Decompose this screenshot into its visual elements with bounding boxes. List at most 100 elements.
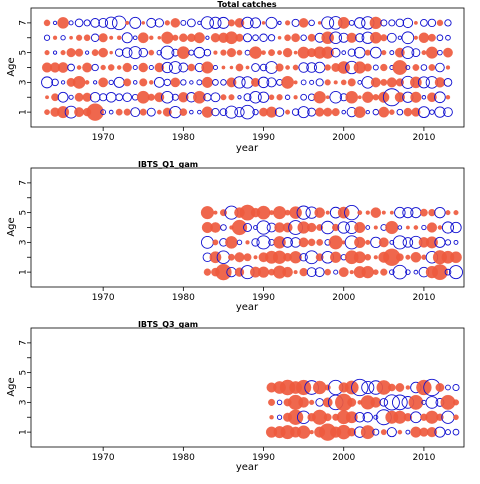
bubble-positive [234,267,245,277]
bubble-negative [237,95,242,100]
bubble-marks [265,378,460,441]
bubble-positive [412,64,420,71]
bubble-negative [121,47,133,58]
bubble-negative [405,269,411,275]
bubble-positive [74,107,85,118]
bubble-positive [91,49,99,57]
x-tick-label: 1970 [92,133,115,143]
bubble-positive [164,20,170,26]
bubble-positive [161,31,174,44]
bubble-positive [363,63,372,72]
bubble-positive [380,268,388,276]
bubble-positive [445,65,451,70]
bubble-negative [372,64,379,71]
bubble-negative [444,239,452,246]
x-axis-ticks: 1970 1980 1990 2000 2010 [92,127,436,143]
bubble-positive [122,62,132,73]
bubble-negative [392,264,408,280]
bubble-negative [365,225,371,230]
bubble-negative [411,48,421,58]
bubble-positive [98,33,108,43]
x-axis-label: year [236,462,259,473]
bubble-negative [300,79,307,86]
bubble-positive [408,395,424,410]
bubble-negative [402,17,414,29]
bubble-positive [373,255,378,260]
bubble-positive [307,238,316,247]
bubble-negative [315,78,324,87]
bubble-negative [122,92,132,102]
bubble-negative [453,239,459,245]
bubble-positive [98,47,108,58]
bubble-positive [109,35,114,40]
x-tick-label: 1970 [92,453,115,463]
bubble-negative [217,16,230,29]
x-axis-ticks: 1970 1980 1990 2000 2010 [92,447,436,463]
bubble-positive [268,398,276,406]
bubble-positive [115,108,123,116]
bubble-positive [437,225,443,230]
bubble-negative [256,220,271,235]
bubble-negative [212,64,218,71]
bubble-positive [362,91,374,103]
bubble-negative [276,414,283,420]
x-tick-label: 1990 [252,293,275,303]
bubble-negative [435,62,445,73]
y-axis-label: Age [6,57,17,76]
bubble-positive [340,79,347,86]
bubble-positive [307,222,317,233]
x-tick-label: 2010 [412,133,435,143]
bubble-negative [259,63,268,72]
bubble-positive [410,251,422,263]
bubble-negative [444,268,452,276]
bubble-negative [115,93,124,102]
bubble-positive [324,384,331,391]
bubble-negative [315,398,324,407]
bubble-positive [405,385,411,390]
bubble-negative [448,265,463,280]
bubble-positive [138,62,148,73]
bubble-negative [445,384,451,391]
bubble-negative [267,34,276,42]
bubble-negative [189,80,194,85]
bubble-positive [136,90,150,104]
bubble-positive [236,49,243,56]
x-tick-label: 2000 [332,133,355,143]
bubble-positive [107,64,115,71]
bubble-positive [354,221,366,234]
bubble-negative [309,79,315,85]
bubble-negative [203,48,212,57]
bubble-negative [397,225,403,230]
bubble-negative [402,207,414,219]
bubble-positive [413,20,418,25]
bubble-negative [308,19,315,27]
bubble-positive [369,31,382,44]
bubble-positive [243,253,252,262]
bubble-negative [113,76,125,88]
bubble-negative [321,16,335,30]
bubble-positive [317,21,322,25]
bubble-negative [329,31,342,45]
bubble-negative [224,105,238,119]
bubble-negative [156,49,163,56]
bubble-negative [421,95,427,100]
bubble-positive [149,80,154,85]
bubble-negative [394,206,406,219]
bubble-negative [138,47,149,58]
bubble-positive [213,210,218,215]
bubble-positive [321,46,334,59]
bubble-positive [266,106,278,118]
bubble-positive [436,19,444,27]
bubble-negative [85,50,90,55]
bubble-positive [179,108,188,116]
bubble-negative [146,107,156,117]
bubble-positive [187,63,196,72]
bubble-positive [395,253,404,262]
bubble-negative [282,237,293,248]
bubble-positive [403,107,413,117]
bubble-negative [341,109,346,115]
bubble-positive [324,79,331,86]
bubble-positive [307,33,316,42]
bubble-negative [284,94,291,100]
bubble-positive [44,50,50,56]
